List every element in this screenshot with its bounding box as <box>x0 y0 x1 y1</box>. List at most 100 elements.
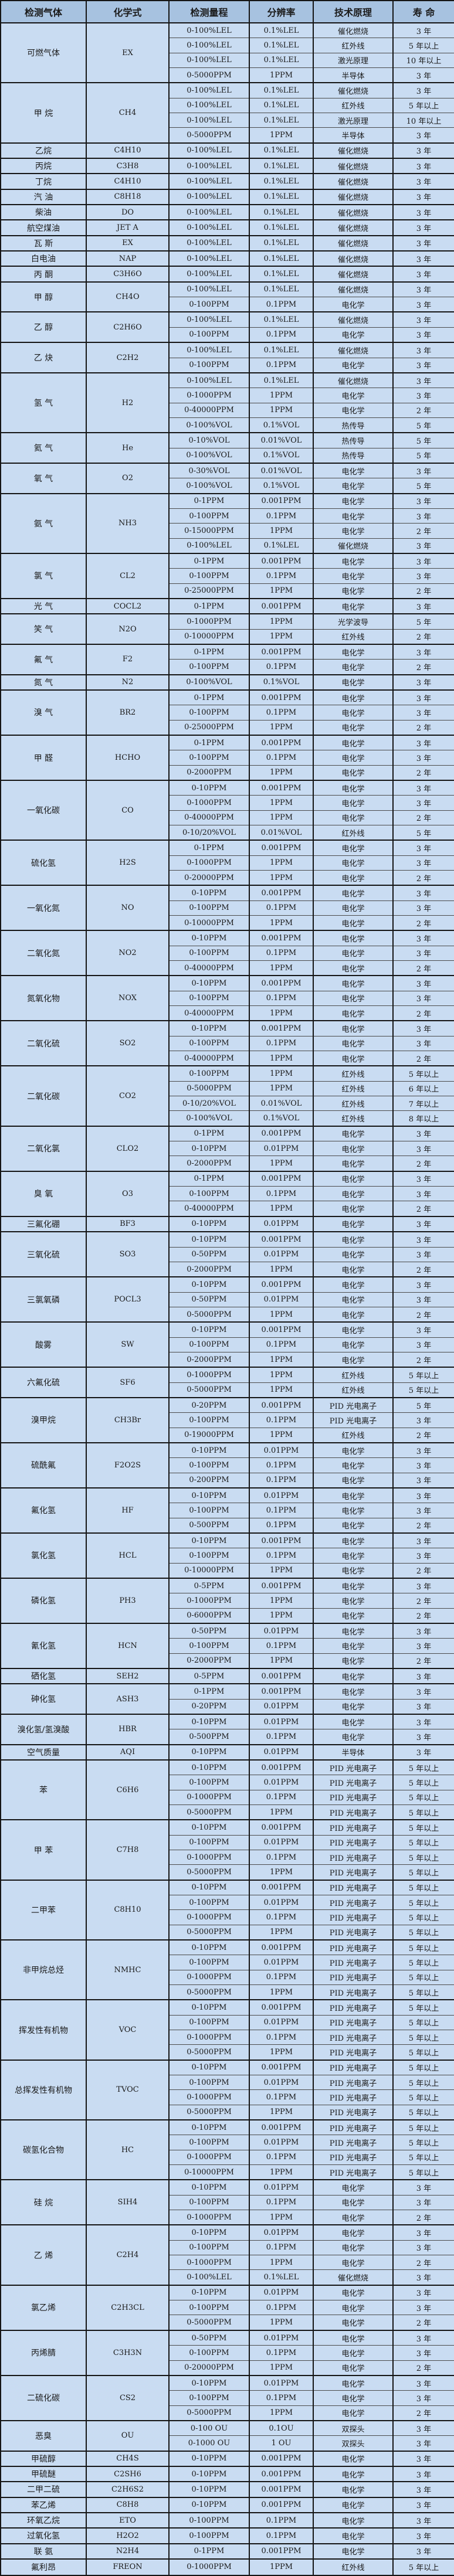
table-row: 0-1000PPM 0.1PPM PID 光电离子 5 年以上 <box>1 2030 454 2045</box>
range-cell: 0-50PPM <box>168 2329 250 2346</box>
table-row: 0-100%LEL 0.1%LEL 红外线 5 年以上 <box>1 38 454 53</box>
table-row: 柴油 DO 0-100%LEL 0.1%LEL 催化燃烧 3 年 <box>0 204 454 220</box>
resolution-cell: 0.1PPM <box>249 945 314 961</box>
lifespan-cell: 3 年 <box>392 538 454 554</box>
resolution-cell: 0.01PPM <box>249 1714 314 1730</box>
table-row: 甲 烷 CH4 0-100%LEL 0.1%LEL 催化燃烧 3 年 <box>0 82 454 144</box>
range-cell: 0-100PPM <box>168 990 250 1007</box>
lifespan-cell: 5 年以上 <box>392 1879 454 1896</box>
table-row: 0-100PPM 0.1PPM 电化学 3 年 <box>1 945 454 961</box>
formula-cell: He <box>86 432 170 464</box>
formula-cell: C2H3CL <box>86 2284 170 2331</box>
principle-cell: 催化燃烧 <box>313 235 394 252</box>
resolution-cell: 0.001PPM <box>249 2119 314 2136</box>
range-cell: 0-50PPM <box>168 1292 250 1307</box>
table-row: 0-100PPM 0.1PPM 电化学 3 年 <box>1 900 454 916</box>
lifespan-cell: 2 年 <box>392 2360 454 2376</box>
resolution-cell: 0.001PPM <box>249 1683 314 1700</box>
range-cell: 0-10PPM <box>168 2284 250 2301</box>
formula-cell: VOC <box>86 1999 170 2061</box>
resolution-cell: 0.01PPM <box>249 1487 314 1504</box>
lifespan-cell: 3 年 <box>392 1744 454 1761</box>
principle-cell: 电化学 <box>313 975 394 991</box>
table-row: 氯乙烯 C2H3CL 0-10PPM 0.01PPM 电化学 3 年 <box>0 2284 454 2331</box>
range-cell: 0-1000PPM <box>168 1909 250 1925</box>
gas-name-cell: 光 气 <box>0 597 87 614</box>
table-row: 一氧化碳 CO 0-10PPM 0.001PPM 电化学 3 年 <box>0 780 454 841</box>
table-row: 六氟化硫 SF6 0-1000PPM 1PPM 红外线 5 年以上 <box>0 1367 454 1398</box>
lifespan-cell: 5 年以上 <box>392 2075 454 2091</box>
principle-cell: 红外线 <box>313 1065 394 1082</box>
table-row: 可燃气体 EX 0-100%LEL 0.1%LEL 催化燃烧 3 年 <box>0 22 454 83</box>
range-cell: 0-100%VOL <box>168 1110 250 1127</box>
lifespan-cell: 3 年 <box>392 1020 454 1036</box>
lifespan-cell: 3 年 <box>392 492 454 509</box>
lifespan-cell: 3 年 <box>392 1215 454 1232</box>
principle-cell: 电化学 <box>313 478 394 494</box>
principle-cell: 电化学 <box>313 1292 394 1307</box>
principle-cell: 红外线 <box>313 97 394 114</box>
resolution-cell: 0.1%LEL <box>249 97 314 114</box>
range-cell: 0-100%VOL <box>168 478 250 494</box>
gas-name-cell: 汽 油 <box>0 188 87 205</box>
table-row: 0-1000PPM 0.1PPM PID 光电离子 5 年以上 <box>1 1789 454 1806</box>
range-cell: 0-1PPM <box>168 1170 250 1187</box>
formula-cell: O3 <box>86 1170 170 1217</box>
lifespan-cell: 2 年 <box>392 1562 454 1579</box>
table-row: 甲 醇 CH4O 0-100%LEL 0.1%LEL 催化燃烧 3 年 <box>0 281 454 312</box>
table-row: 空气质量 AQI 0-10PPM 0.01PPM 半导体 3 年 <box>0 1744 454 1761</box>
principle-cell: 电化学 <box>313 1503 394 1518</box>
range-cell: 0-10PPM <box>168 1321 250 1338</box>
principle-cell: 电化学 <box>313 2179 394 2196</box>
table-row: 0-100PPM 0.1PPM 电化学 3 年 <box>1 2194 454 2211</box>
range-cell: 0-100PPM <box>168 1186 250 1202</box>
principle-cell: PID 光电离子 <box>313 1955 394 1970</box>
lifespan-cell: 3 年 <box>392 945 454 961</box>
resolution-cell: 0.1PPM <box>249 1503 314 1518</box>
range-cell: 0-50PPM <box>168 1246 250 1262</box>
principle-cell: 电化学 <box>313 795 394 811</box>
range-cell: 0-10000PPM <box>168 2164 250 2180</box>
principle-cell: PID 光电离子 <box>313 1775 394 1790</box>
principle-cell: 电化学 <box>313 2496 394 2513</box>
range-cell: 0-5000PPM <box>168 1984 250 2000</box>
table-row: 恶臭 OU 0-100 OU 0.1OU 双探头 3 年 <box>0 2419 454 2452</box>
lifespan-cell: 3 年 <box>392 1292 454 1307</box>
formula-cell: CL2 <box>86 552 170 599</box>
table-row: 0-100%LEL 0.1%LEL 催化燃烧 3 年 <box>1 2269 454 2286</box>
column-header-principle: 技术原理 <box>313 0 394 23</box>
table-row: 0-100%LEL 0.1%LEL 激光原理 10 年以上 <box>1 52 454 69</box>
table-row: 0-100%VOL 0.1%VOL 热传导 5 年 <box>1 447 454 464</box>
resolution-cell: 0.1%LEL <box>249 173 314 190</box>
range-cell: 0-1PPM <box>168 597 250 614</box>
table-row: 0-100PPM 0.1PPM 电化学 3 年 <box>1 2345 454 2361</box>
lifespan-cell: 3 年 <box>392 1667 454 1684</box>
resolution-cell: 0.001PPM <box>249 492 314 509</box>
principle-cell: 催化燃烧 <box>313 142 394 159</box>
principle-cell: 催化燃烧 <box>313 281 394 298</box>
resolution-cell: 0.001PPM <box>249 2543 314 2560</box>
principle-cell: 电化学 <box>313 2239 394 2256</box>
range-cell: 0-10PPM <box>168 1759 250 1776</box>
range-cell: 0-25000PPM <box>168 583 250 599</box>
lifespan-cell: 3 年 <box>392 1246 454 1262</box>
gas-name-cell: 苯乙烯 <box>0 2496 87 2513</box>
principle-cell: 电化学 <box>313 1532 394 1549</box>
table-row: 一氧化氮 NO 0-10PPM 0.001PPM 电化学 3 年 <box>0 885 454 931</box>
resolution-cell: 0.001PPM <box>249 1231 314 1248</box>
lifespan-cell: 5 年以上 <box>392 97 454 114</box>
range-cell: 0-1PPM <box>168 689 250 706</box>
principle-cell: 催化燃烧 <box>313 219 394 236</box>
principle-cell: 激光原理 <box>313 113 394 128</box>
table-row: 0-1000PPM 1PPM 电化学 3 年 <box>1 388 454 403</box>
table-row: 0-100PPM 0.1PPM 电化学 3 年 <box>1 568 454 584</box>
table-row: 挥发性有机物 VOC 0-10PPM 0.001PPM PID 光电离子 5 年以上 <box>0 1999 454 2061</box>
principle-cell: 催化燃烧 <box>313 538 394 554</box>
formula-cell: H2S <box>86 840 170 886</box>
principle-cell: PID 光电离子 <box>313 1819 394 1836</box>
range-cell: 0-100%LEL <box>168 38 250 53</box>
resolution-cell: 1PPM <box>249 960 314 976</box>
resolution-cell: 1PPM <box>249 2558 314 2576</box>
table-row: 0-1000PPM 0.1PPM PID 光电离子 5 年以上 <box>1 1909 454 1925</box>
lifespan-cell: 3 年 <box>392 204 454 220</box>
